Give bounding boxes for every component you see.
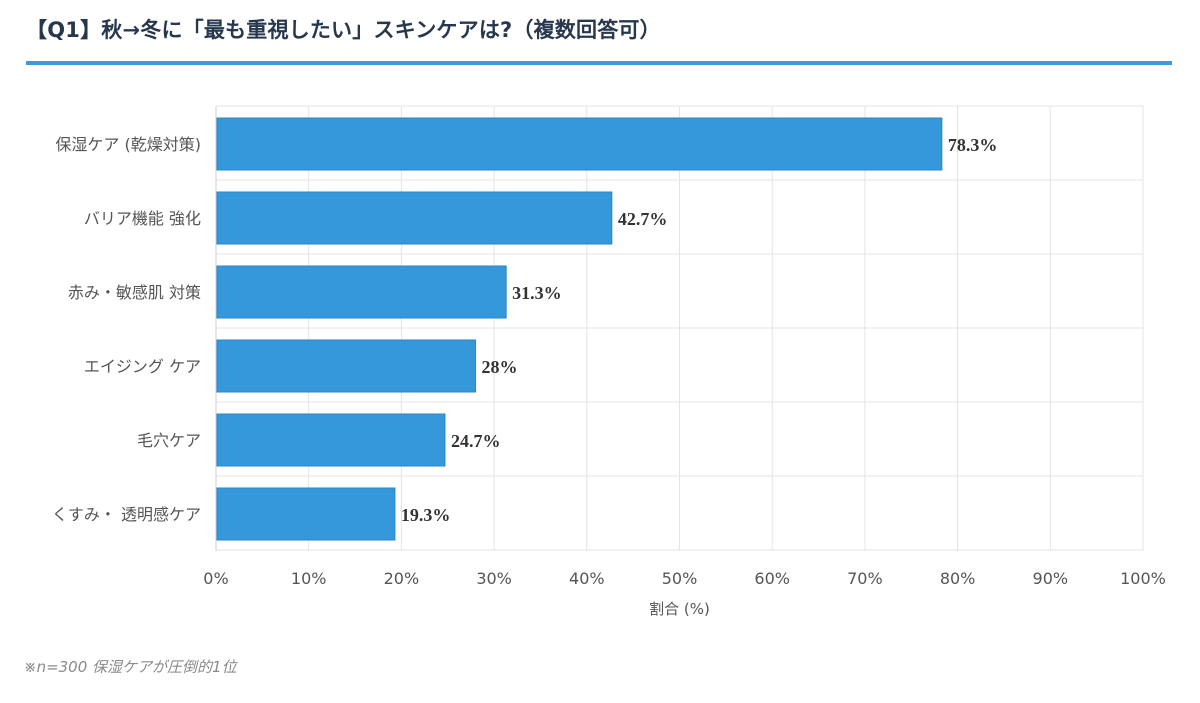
category-label: 保湿ケア (乾燥対策) xyxy=(55,135,201,154)
chart-title: 【Q1】秋→冬に「最も重視したい」スキンケアは?（複数回答可） xyxy=(26,18,661,42)
x-axis-title: 割合 (%) xyxy=(649,600,710,618)
x-tick-label: 0% xyxy=(203,569,228,588)
x-tick-label: 50% xyxy=(662,569,698,588)
title-underline xyxy=(26,61,1172,65)
x-tick-label: 10% xyxy=(291,569,327,588)
data-label: 19.3% xyxy=(401,505,451,525)
data-label: 42.7% xyxy=(618,209,668,229)
data-label: 28% xyxy=(482,357,518,377)
x-tick-label: 60% xyxy=(754,569,790,588)
labels: 0% 10% 20% 30% 40% 50% 60% 70% 80% 90% 100% 保湿ケア (乾… xyxy=(52,135,1166,618)
x-tick-label: 30% xyxy=(476,569,512,588)
bar xyxy=(216,191,613,245)
bars xyxy=(216,117,943,541)
x-tick-label: 80% xyxy=(940,569,976,588)
x-tick-label: 40% xyxy=(569,569,605,588)
category-label: エイジング ケア xyxy=(84,357,201,376)
bar xyxy=(216,487,396,541)
category-label: バリア機能 強化 xyxy=(84,209,201,228)
bar xyxy=(216,117,943,171)
x-tick-label: 70% xyxy=(847,569,883,588)
data-label: 78.3% xyxy=(948,135,998,155)
category-label: 毛穴ケア xyxy=(137,431,201,450)
footnote: ※n=300 保湿ケアが圧倒的1位 xyxy=(24,658,237,676)
bar xyxy=(216,413,446,467)
bar xyxy=(216,265,507,319)
grid-lines xyxy=(215,105,1144,551)
bar xyxy=(216,339,477,393)
category-label: くすみ・ 透明感ケア xyxy=(52,505,201,524)
x-tick-label: 90% xyxy=(1033,569,1069,588)
x-tick-label: 100% xyxy=(1120,569,1166,588)
category-label: 赤み・敏感肌 対策 xyxy=(68,283,201,302)
data-label: 24.7% xyxy=(451,431,501,451)
x-tick-label: 20% xyxy=(384,569,420,588)
data-label: 31.3% xyxy=(512,283,562,303)
